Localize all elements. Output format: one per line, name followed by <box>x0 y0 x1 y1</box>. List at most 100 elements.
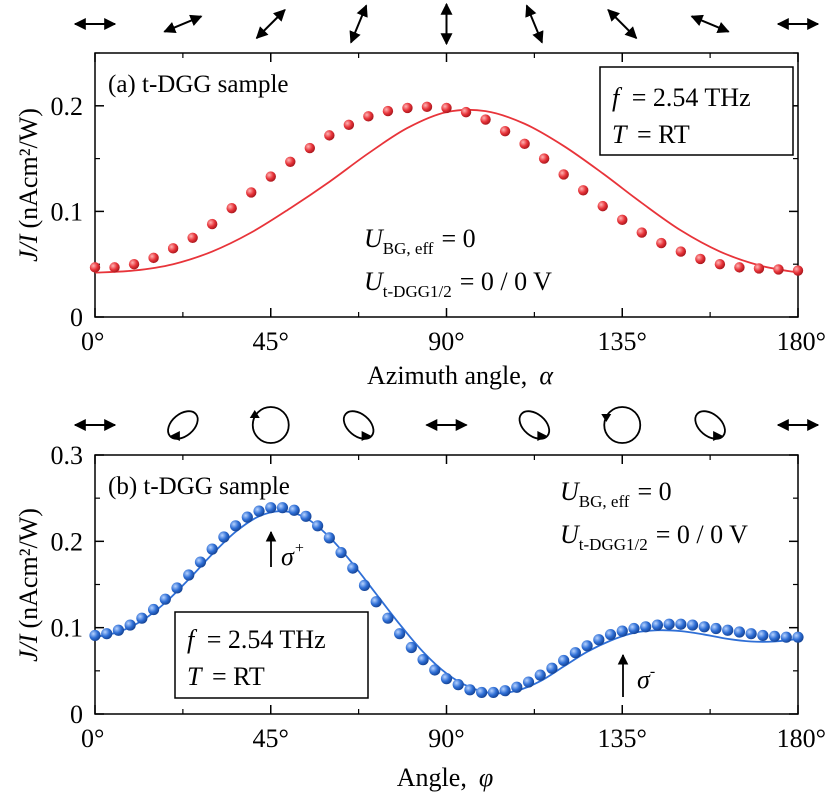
data-point <box>265 502 277 514</box>
data-point <box>335 546 347 559</box>
panel-b-annotation-udgg: Ut-DGG1/2 = 0 / 0 V <box>560 520 748 554</box>
svg-text:T = RT: T = RT <box>187 662 265 691</box>
rotation-arrow-icon <box>169 431 180 441</box>
data-point <box>768 630 781 642</box>
panel-a-polarization-arrows <box>73 2 820 46</box>
data-point <box>558 654 570 667</box>
data-point <box>792 631 804 643</box>
data-point <box>343 119 355 131</box>
data-point <box>194 556 207 568</box>
data-point <box>519 138 530 150</box>
panel-a-info-box: f = 2.54 THz T = RT <box>599 66 794 156</box>
data-point <box>405 641 417 654</box>
data-point <box>499 125 511 137</box>
x-tick-label: 90° <box>428 724 464 753</box>
data-point <box>246 187 257 198</box>
panel-b-sigma-plus-marker: σ+ <box>265 530 305 571</box>
panel-b-annotation-ubg: UBG, eff = 0 <box>560 477 672 511</box>
data-point <box>136 612 148 624</box>
rotation-arrow-icon <box>713 431 724 441</box>
x-tick-label: 45° <box>253 724 289 753</box>
data-point <box>522 676 535 688</box>
data-point <box>628 622 640 635</box>
data-point <box>171 582 183 594</box>
svg-text:σ-: σ- <box>637 663 655 694</box>
data-point <box>604 628 617 641</box>
x-tick-label: 0° <box>81 327 104 356</box>
panel-a-T-value: = RT <box>637 120 690 149</box>
data-point <box>382 612 394 624</box>
y-tick-label: 0 <box>70 700 83 729</box>
data-point <box>288 504 300 516</box>
data-point <box>101 628 113 640</box>
panel-b-T-value: = RT <box>212 662 265 691</box>
data-point <box>394 628 406 640</box>
data-point <box>285 156 296 167</box>
data-point <box>148 252 159 264</box>
polarization-arrow-icon <box>525 4 544 44</box>
panel-a-title: (a) t-DGG sample <box>108 71 289 98</box>
data-point <box>597 200 608 212</box>
y-tick-label: 0.3 <box>51 441 84 470</box>
y-tick-label: 0.2 <box>51 92 84 121</box>
data-point <box>187 232 198 243</box>
polarization-arrow-icon <box>349 4 368 44</box>
y-tick-label: 0 <box>70 303 83 332</box>
x-tick-label: 45° <box>253 327 289 356</box>
data-point <box>159 593 171 605</box>
data-point <box>773 264 784 275</box>
data-point <box>675 618 687 630</box>
data-point <box>753 263 765 274</box>
data-point <box>617 214 628 226</box>
data-point <box>616 625 628 637</box>
data-point <box>569 647 581 659</box>
data-point <box>440 673 453 685</box>
data-point <box>734 262 745 273</box>
circular-polarization-icon <box>251 406 290 444</box>
data-point <box>147 603 160 616</box>
panel-a: (a) t-DGG sample f = 2.54 THz T = RT UBG… <box>14 2 826 390</box>
data-point <box>663 618 675 630</box>
data-point <box>546 662 558 674</box>
rotation-arrow-icon <box>249 410 260 418</box>
panel-b-data-points <box>89 502 804 699</box>
panel-a-data-points <box>89 101 804 276</box>
data-point <box>167 243 179 254</box>
data-point <box>230 520 242 532</box>
data-point <box>382 105 394 117</box>
data-point <box>421 101 433 113</box>
data-point <box>476 686 488 699</box>
data-point <box>780 631 792 643</box>
data-point <box>402 102 413 114</box>
x-tick-label: 180° <box>777 327 826 356</box>
panel-b-tick-labels: 0° 45° 90° 135° 180° 0 0.1 0.2 0.3 <box>51 441 827 753</box>
data-point <box>558 169 569 180</box>
data-point <box>370 596 382 608</box>
x-tick-label: 135° <box>598 327 647 356</box>
data-point <box>206 218 218 230</box>
data-point <box>276 502 289 514</box>
data-point <box>304 142 316 154</box>
data-point <box>363 111 374 122</box>
data-point <box>792 265 804 276</box>
panel-a-ticks <box>94 52 799 318</box>
data-point <box>480 114 491 125</box>
data-point <box>636 227 647 238</box>
data-point <box>651 619 664 631</box>
data-point <box>124 619 136 631</box>
y-tick-label: 0.1 <box>51 197 84 226</box>
rotation-arrow-icon <box>537 431 548 441</box>
panel-b-info-box: f = 2.54 THz T = RT <box>174 611 369 699</box>
polarization-arrow-icon <box>607 9 638 39</box>
elliptical-polarization-icon <box>518 410 551 440</box>
svg-text:T = RT: T = RT <box>612 120 690 149</box>
panel-a-annotation-udgg: Ut-DGG1/2 = 0 / 0 V <box>364 267 552 301</box>
data-point <box>593 634 605 646</box>
panel-a-f-symbol: f <box>612 83 623 112</box>
data-point <box>511 681 523 693</box>
data-point <box>487 686 499 699</box>
data-point <box>183 569 195 581</box>
data-point <box>577 185 589 196</box>
panel-b-polarization-icons <box>73 406 820 444</box>
data-point <box>89 262 101 273</box>
